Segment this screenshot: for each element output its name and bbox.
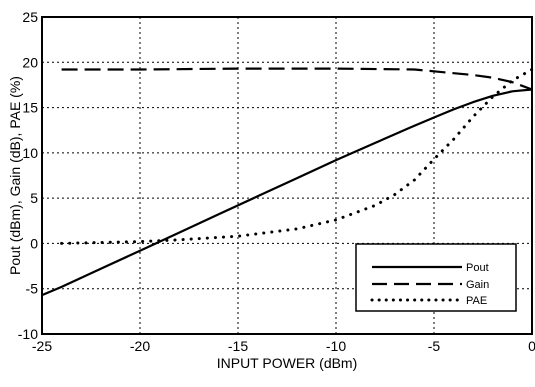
y-tick-label: 20 <box>22 54 38 70</box>
y-tick-label: -10 <box>18 326 38 342</box>
y-tick-label: 0 <box>30 235 38 251</box>
series-pae-line <box>60 68 534 245</box>
x-tick-label: 0 <box>528 338 535 354</box>
x-tick-label: -25 <box>32 338 52 354</box>
y-tick-labels: -10 -5 0 5 10 15 20 25 <box>18 9 38 342</box>
y-tick-label: 10 <box>22 145 38 161</box>
x-axis-title: INPUT POWER (dBm) <box>217 355 358 371</box>
legend-label-gain: Gain <box>466 279 489 291</box>
x-tick-labels: -25 -20 -15 -10 -5 0 <box>32 338 535 354</box>
legend-label-pae: PAE <box>466 295 487 307</box>
legend-label-pout: Pout <box>466 262 489 274</box>
x-tick-label: -5 <box>428 338 441 354</box>
series-pout-line <box>41 88 533 297</box>
grid <box>42 17 532 334</box>
x-tick-label: -10 <box>326 338 346 354</box>
plot-frame <box>41 16 533 335</box>
series-gain-line <box>61 67 533 91</box>
x-tick-label: -20 <box>130 338 150 354</box>
y-tick-label: 5 <box>30 190 38 206</box>
legend: Pout Gain PAE <box>355 243 517 312</box>
series-group <box>41 67 534 297</box>
y-tick-label: 15 <box>22 100 38 116</box>
y-tick-label: 25 <box>22 9 38 25</box>
x-tick-label: -15 <box>228 338 248 354</box>
y-tick-label: -5 <box>26 281 39 297</box>
y-axis-title: Pout (dBm), Gain (dB), PAE (%) <box>7 76 23 275</box>
